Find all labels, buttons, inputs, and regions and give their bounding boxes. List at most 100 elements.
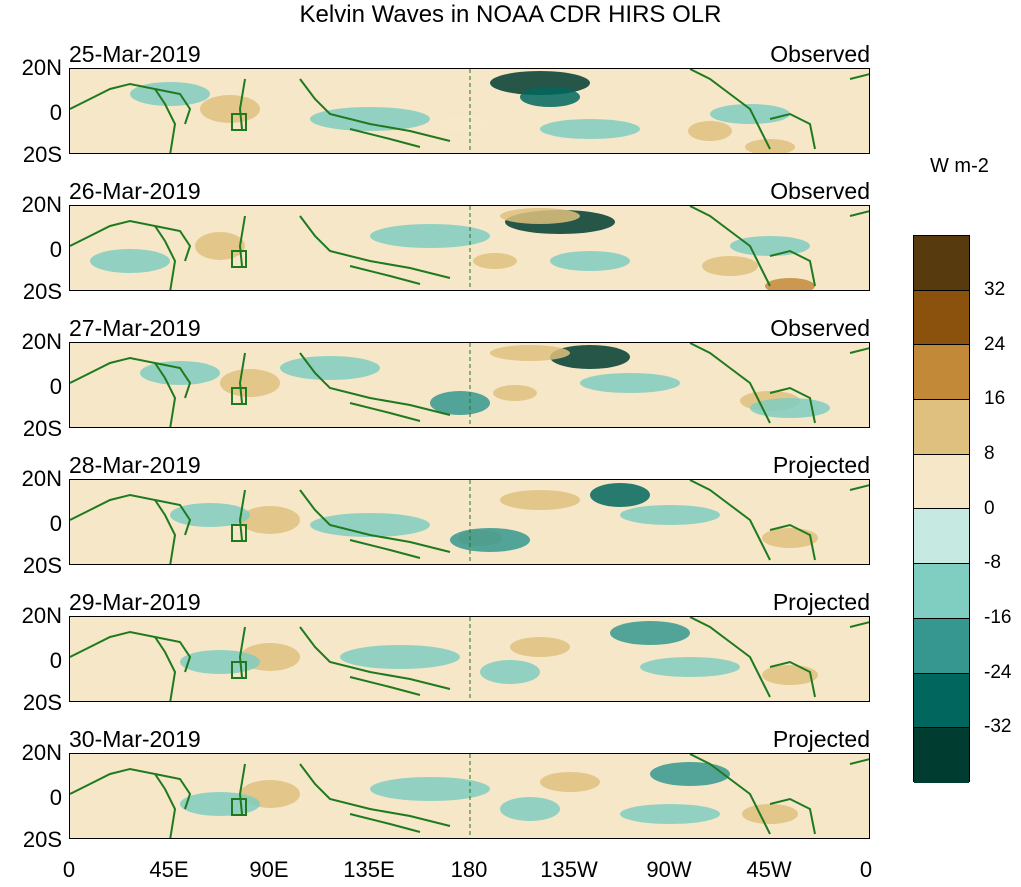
olr-anomaly-blob [520, 87, 580, 107]
olr-anomaly-blob [490, 345, 570, 361]
region-box [231, 113, 247, 131]
colorbar-box [914, 673, 969, 729]
coastline [238, 489, 246, 541]
panel-4: 28-Mar-2019 Projected [69, 452, 870, 565]
colorbar-tick: 8 [984, 443, 995, 464]
coastline [154, 773, 192, 810]
coastline [70, 219, 177, 290]
lat-label-south: 20S [22, 553, 62, 578]
panel-status: Observed [770, 41, 870, 67]
olr-anomaly-blob [610, 621, 690, 645]
lat-label-eq: 0 [49, 237, 62, 262]
coastline [849, 210, 869, 217]
figure-title: Kelvin Waves in NOAA CDR HIRS OLR [299, 1, 722, 28]
coastline [689, 754, 771, 835]
colorbar-box [914, 728, 969, 783]
panel-status: Projected [772, 726, 870, 752]
lat-label-north: 20N [21, 740, 62, 765]
olr-anomaly-blob [370, 224, 490, 248]
lon-label: 90W [646, 857, 692, 882]
olr-anomaly-blob [540, 119, 640, 139]
colorbar-box [914, 236, 969, 291]
lat-label-south: 20S [22, 279, 62, 304]
coastline [299, 352, 451, 416]
olr-anomaly-blob [650, 762, 730, 786]
olr-anomaly-blob [550, 345, 630, 369]
coastline [349, 265, 421, 285]
colorbar-tick: 32 [984, 279, 1006, 300]
coastline [769, 797, 816, 835]
panel-status: Projected [772, 452, 870, 478]
panel-5: 29-Mar-2019 Projected [69, 589, 870, 702]
colorbar-tick: -32 [984, 716, 1012, 737]
colorbar [913, 235, 970, 783]
lat-label-eq: 0 [49, 374, 62, 399]
lon-label: 0 [859, 857, 873, 882]
panel-date: 29-Mar-2019 [69, 589, 201, 615]
colorbar-tick: 16 [984, 388, 1006, 409]
colorbar-tick: -24 [984, 662, 1012, 683]
region-box [231, 798, 247, 816]
olr-anomaly-blob [493, 385, 537, 401]
olr-anomaly-blob [473, 253, 517, 269]
colorbar-tick: -8 [984, 552, 1001, 573]
olr-anomaly-blob [310, 513, 430, 537]
coastline [299, 215, 451, 279]
olr-anomaly-blob [620, 505, 720, 525]
lon-label: 45E [149, 857, 189, 882]
coastline [349, 539, 421, 559]
olr-anomaly-blob [450, 528, 530, 552]
lat-label-eq: 0 [49, 785, 62, 810]
panel-status: Observed [770, 315, 870, 341]
lon-label: 135W [540, 857, 598, 882]
panel-date: 25-Mar-2019 [69, 41, 201, 67]
olr-anomaly-blob [540, 772, 600, 792]
olr-anomaly-blob [765, 278, 815, 290]
coastline [689, 69, 771, 150]
olr-anomaly-blob [340, 645, 460, 669]
colorbar-tick: -16 [984, 607, 1012, 628]
panel-1: 25-Mar-2019 Observed [69, 41, 870, 154]
olr-anomaly-blob [688, 121, 732, 141]
coastline [70, 493, 177, 564]
coastline [154, 362, 192, 399]
panel-3: 27-Mar-2019 Observed [69, 315, 870, 428]
coastline [154, 88, 192, 125]
colorbar-box [914, 509, 969, 565]
lat-label-south: 20S [22, 416, 62, 441]
panel-status: Projected [772, 589, 870, 615]
olr-anomaly-blob [180, 650, 260, 674]
olr-map [69, 479, 870, 565]
coastline [154, 499, 192, 536]
panel-date: 28-Mar-2019 [69, 452, 201, 478]
coastline [769, 386, 816, 424]
coastline [70, 767, 177, 838]
lat-label-north: 20N [21, 55, 62, 80]
coastline [238, 352, 246, 404]
panel-date: 27-Mar-2019 [69, 315, 201, 341]
olr-anomaly-blob [550, 251, 630, 271]
colorbar-box [914, 454, 969, 510]
olr-anomaly-blob [500, 797, 560, 821]
coastline [70, 630, 177, 701]
colorbar-box [914, 564, 969, 619]
colorbar-title: W m-2 [930, 155, 989, 177]
coastline [299, 489, 451, 553]
olr-anomaly-blob [640, 657, 740, 677]
coastline [70, 356, 177, 427]
olr-anomaly-blob [140, 361, 220, 385]
coastline [689, 206, 771, 287]
coastline [349, 128, 421, 148]
colorbar-box [914, 618, 969, 674]
colorbar-box [914, 345, 969, 401]
lon-label: 90E [249, 857, 289, 882]
olr-anomaly-blob [240, 506, 300, 534]
coastline [349, 676, 421, 696]
coastline [154, 225, 192, 262]
olr-anomaly-blob [742, 804, 798, 824]
olr-anomaly-blob [370, 777, 490, 801]
olr-anomaly-blob [310, 107, 430, 131]
olr-anomaly-blob [500, 490, 580, 510]
region-box [231, 250, 247, 268]
lat-label-north: 20N [21, 329, 62, 354]
